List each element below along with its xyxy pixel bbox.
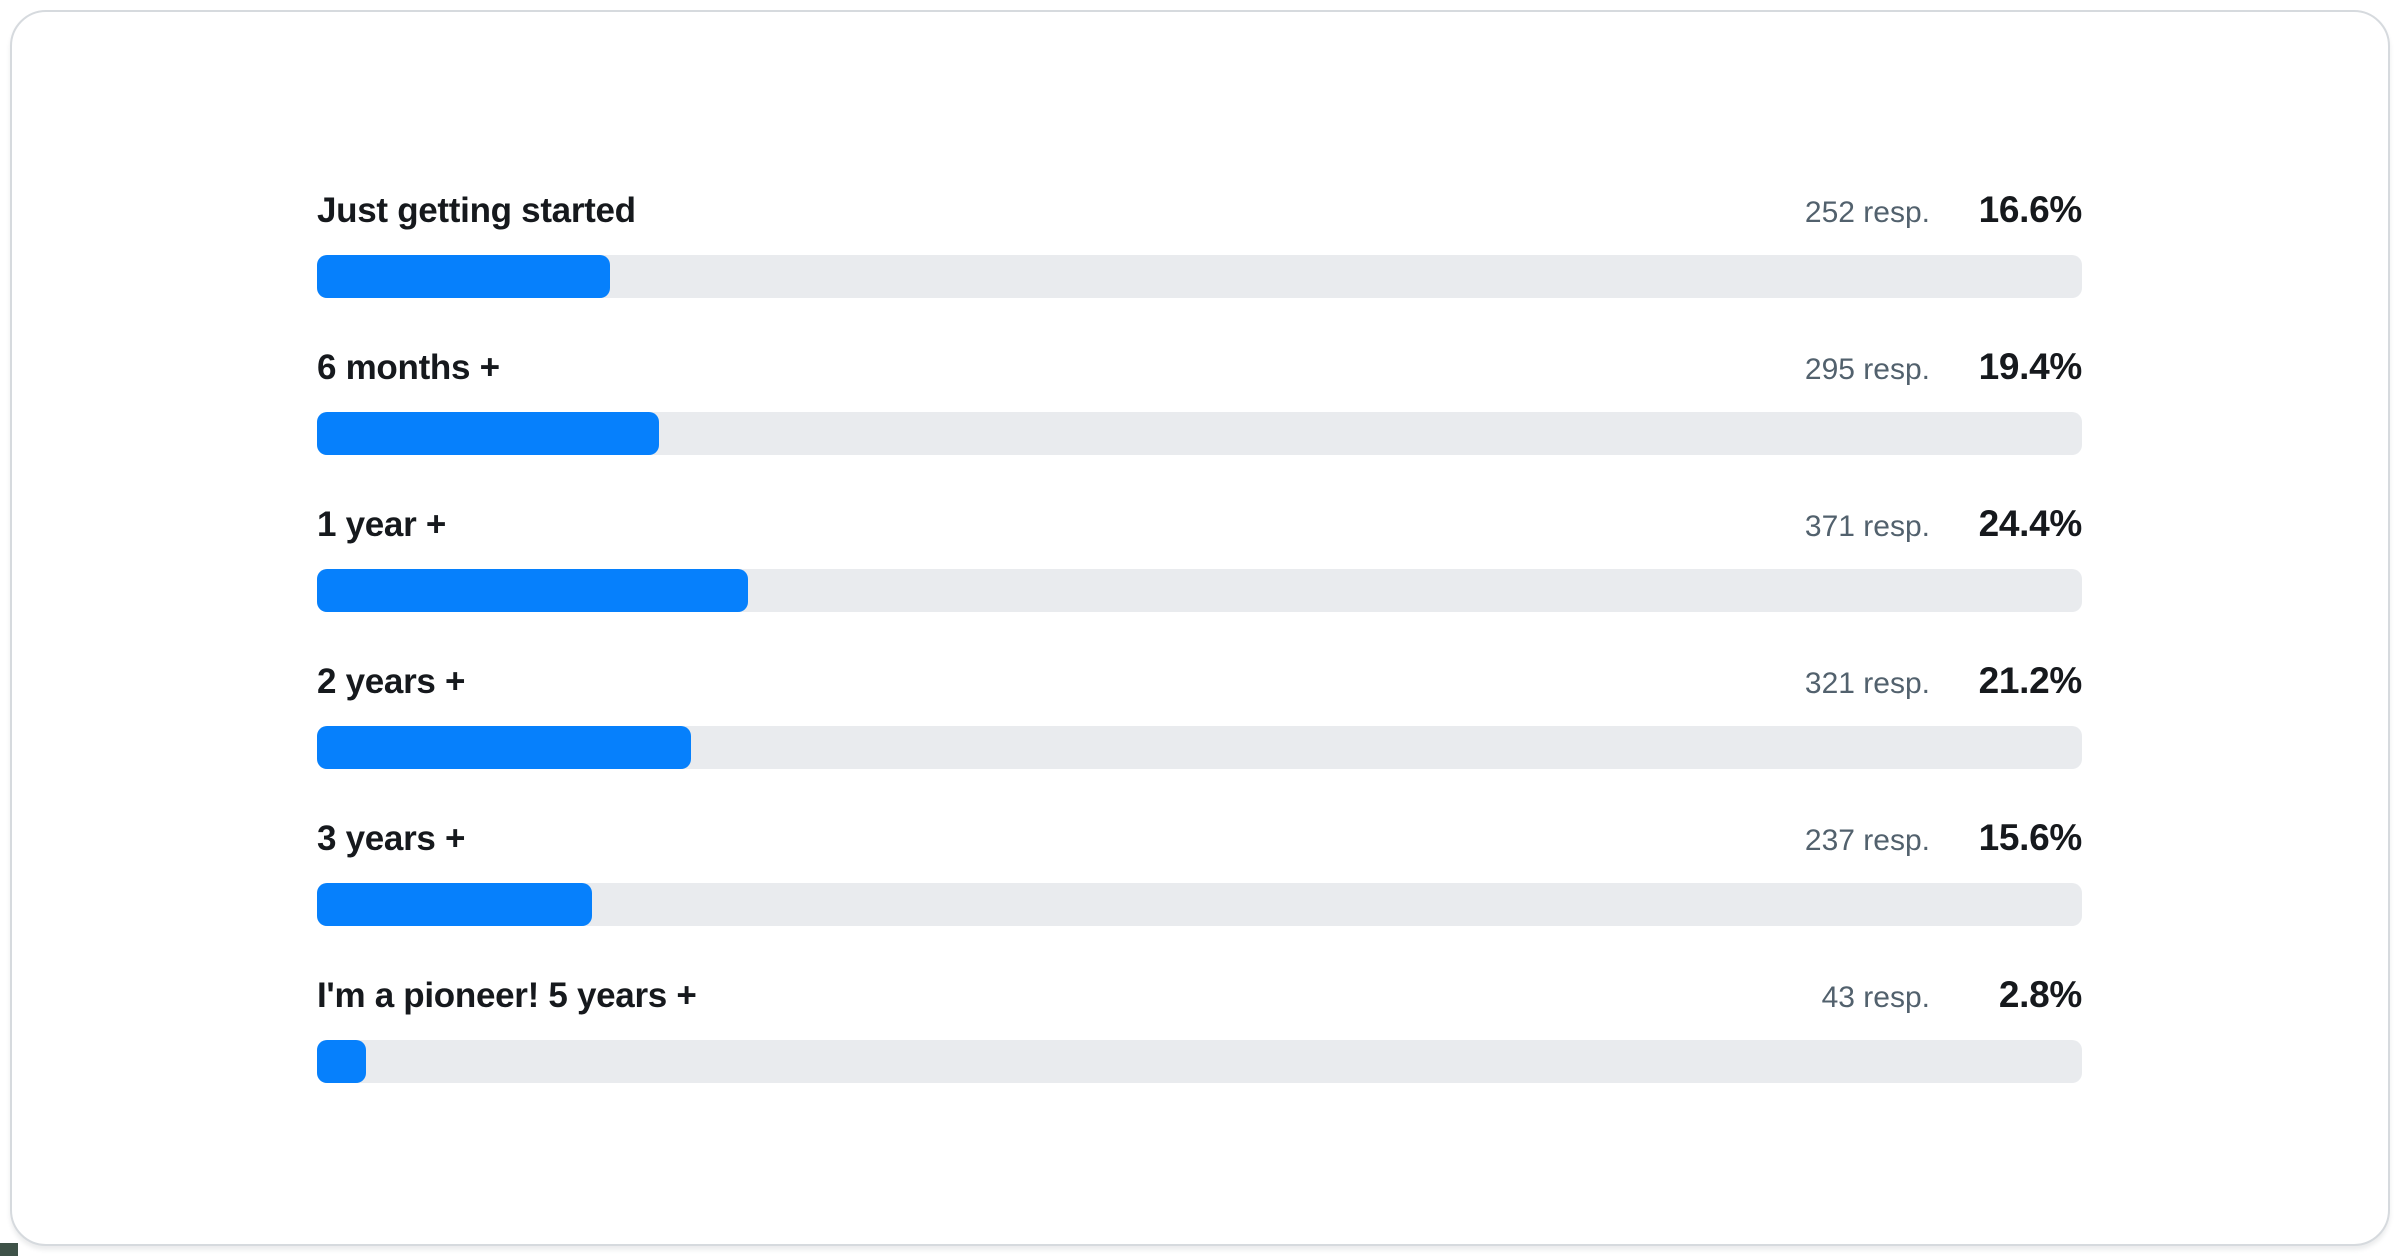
poll-option-header: 1 year + 371 resp. 24.4% (317, 502, 2082, 549)
bar-fill (317, 726, 692, 769)
bar-track (317, 412, 2082, 455)
poll-option-label: I'm a pioneer! 5 years + (317, 976, 697, 1015)
poll-option-row: Just getting started 252 resp. 16.6% (317, 188, 2082, 298)
bar-fill (317, 883, 593, 926)
poll-option-row: 1 year + 371 resp. 24.4% (317, 502, 2082, 612)
poll-results-card: Just getting started 252 resp. 16.6% 6 m… (10, 10, 2390, 1246)
bar-fill (317, 569, 748, 612)
poll-option-label: 1 year + (317, 505, 446, 544)
bar-track (317, 726, 2082, 769)
poll-option-row: 6 months + 295 resp. 19.4% (317, 345, 2082, 455)
response-count-label: 252 resp. (1804, 196, 1930, 229)
poll-option-values: 371 resp. 24.4% (1805, 502, 2082, 549)
poll-option-values: 237 resp. 15.6% (1805, 816, 2082, 863)
poll-option-header: I'm a pioneer! 5 years + 43 resp. 2.8% (317, 973, 2082, 1020)
bar-fill (317, 255, 610, 298)
poll-option-header: 3 years + 237 resp. 15.6% (317, 816, 2082, 863)
response-count-label: 237 resp. (1804, 824, 1930, 857)
poll-option-values: 321 resp. 21.2% (1805, 659, 2082, 706)
poll-option-row: I'm a pioneer! 5 years + 43 resp. 2.8% (317, 973, 2082, 1083)
percent-value-label: 2.8% (1998, 974, 2082, 1015)
bar-track (317, 883, 2082, 926)
poll-option-row: 2 years + 321 resp. 21.2% (317, 659, 2082, 769)
poll-option-header: Just getting started 252 resp. 16.6% (317, 188, 2082, 235)
response-count-label: 43 resp. (1821, 981, 1930, 1014)
percent-value-label: 16.6% (1978, 189, 2083, 230)
percent-value-label: 24.4% (1978, 503, 2083, 544)
corner-artifact (0, 1243, 18, 1256)
poll-option-values: 252 resp. 16.6% (1805, 188, 2082, 235)
poll-option-header: 2 years + 321 resp. 21.2% (317, 659, 2082, 706)
bar-fill (317, 1040, 367, 1083)
bar-track (317, 1040, 2082, 1083)
response-count-label: 371 resp. (1804, 510, 1930, 543)
poll-option-label: 3 years + (317, 819, 466, 858)
bar-fill (317, 412, 660, 455)
percent-value-label: 19.4% (1978, 346, 2083, 387)
poll-option-header: 6 months + 295 resp. 19.4% (317, 345, 2082, 392)
percent-value-label: 15.6% (1978, 817, 2083, 858)
percent-value-label: 21.2% (1978, 660, 2083, 701)
poll-option-row: 3 years + 237 resp. 15.6% (317, 816, 2082, 926)
poll-option-values: 295 resp. 19.4% (1805, 345, 2082, 392)
bar-track (317, 569, 2082, 612)
bar-track (317, 255, 2082, 298)
poll-option-label: 2 years + (317, 662, 466, 701)
poll-option-label: 6 months + (317, 348, 500, 387)
poll-option-label: Just getting started (317, 191, 636, 230)
response-count-label: 295 resp. (1804, 353, 1930, 386)
response-count-label: 321 resp. (1804, 667, 1930, 700)
poll-option-values: 43 resp. 2.8% (1821, 973, 2083, 1020)
